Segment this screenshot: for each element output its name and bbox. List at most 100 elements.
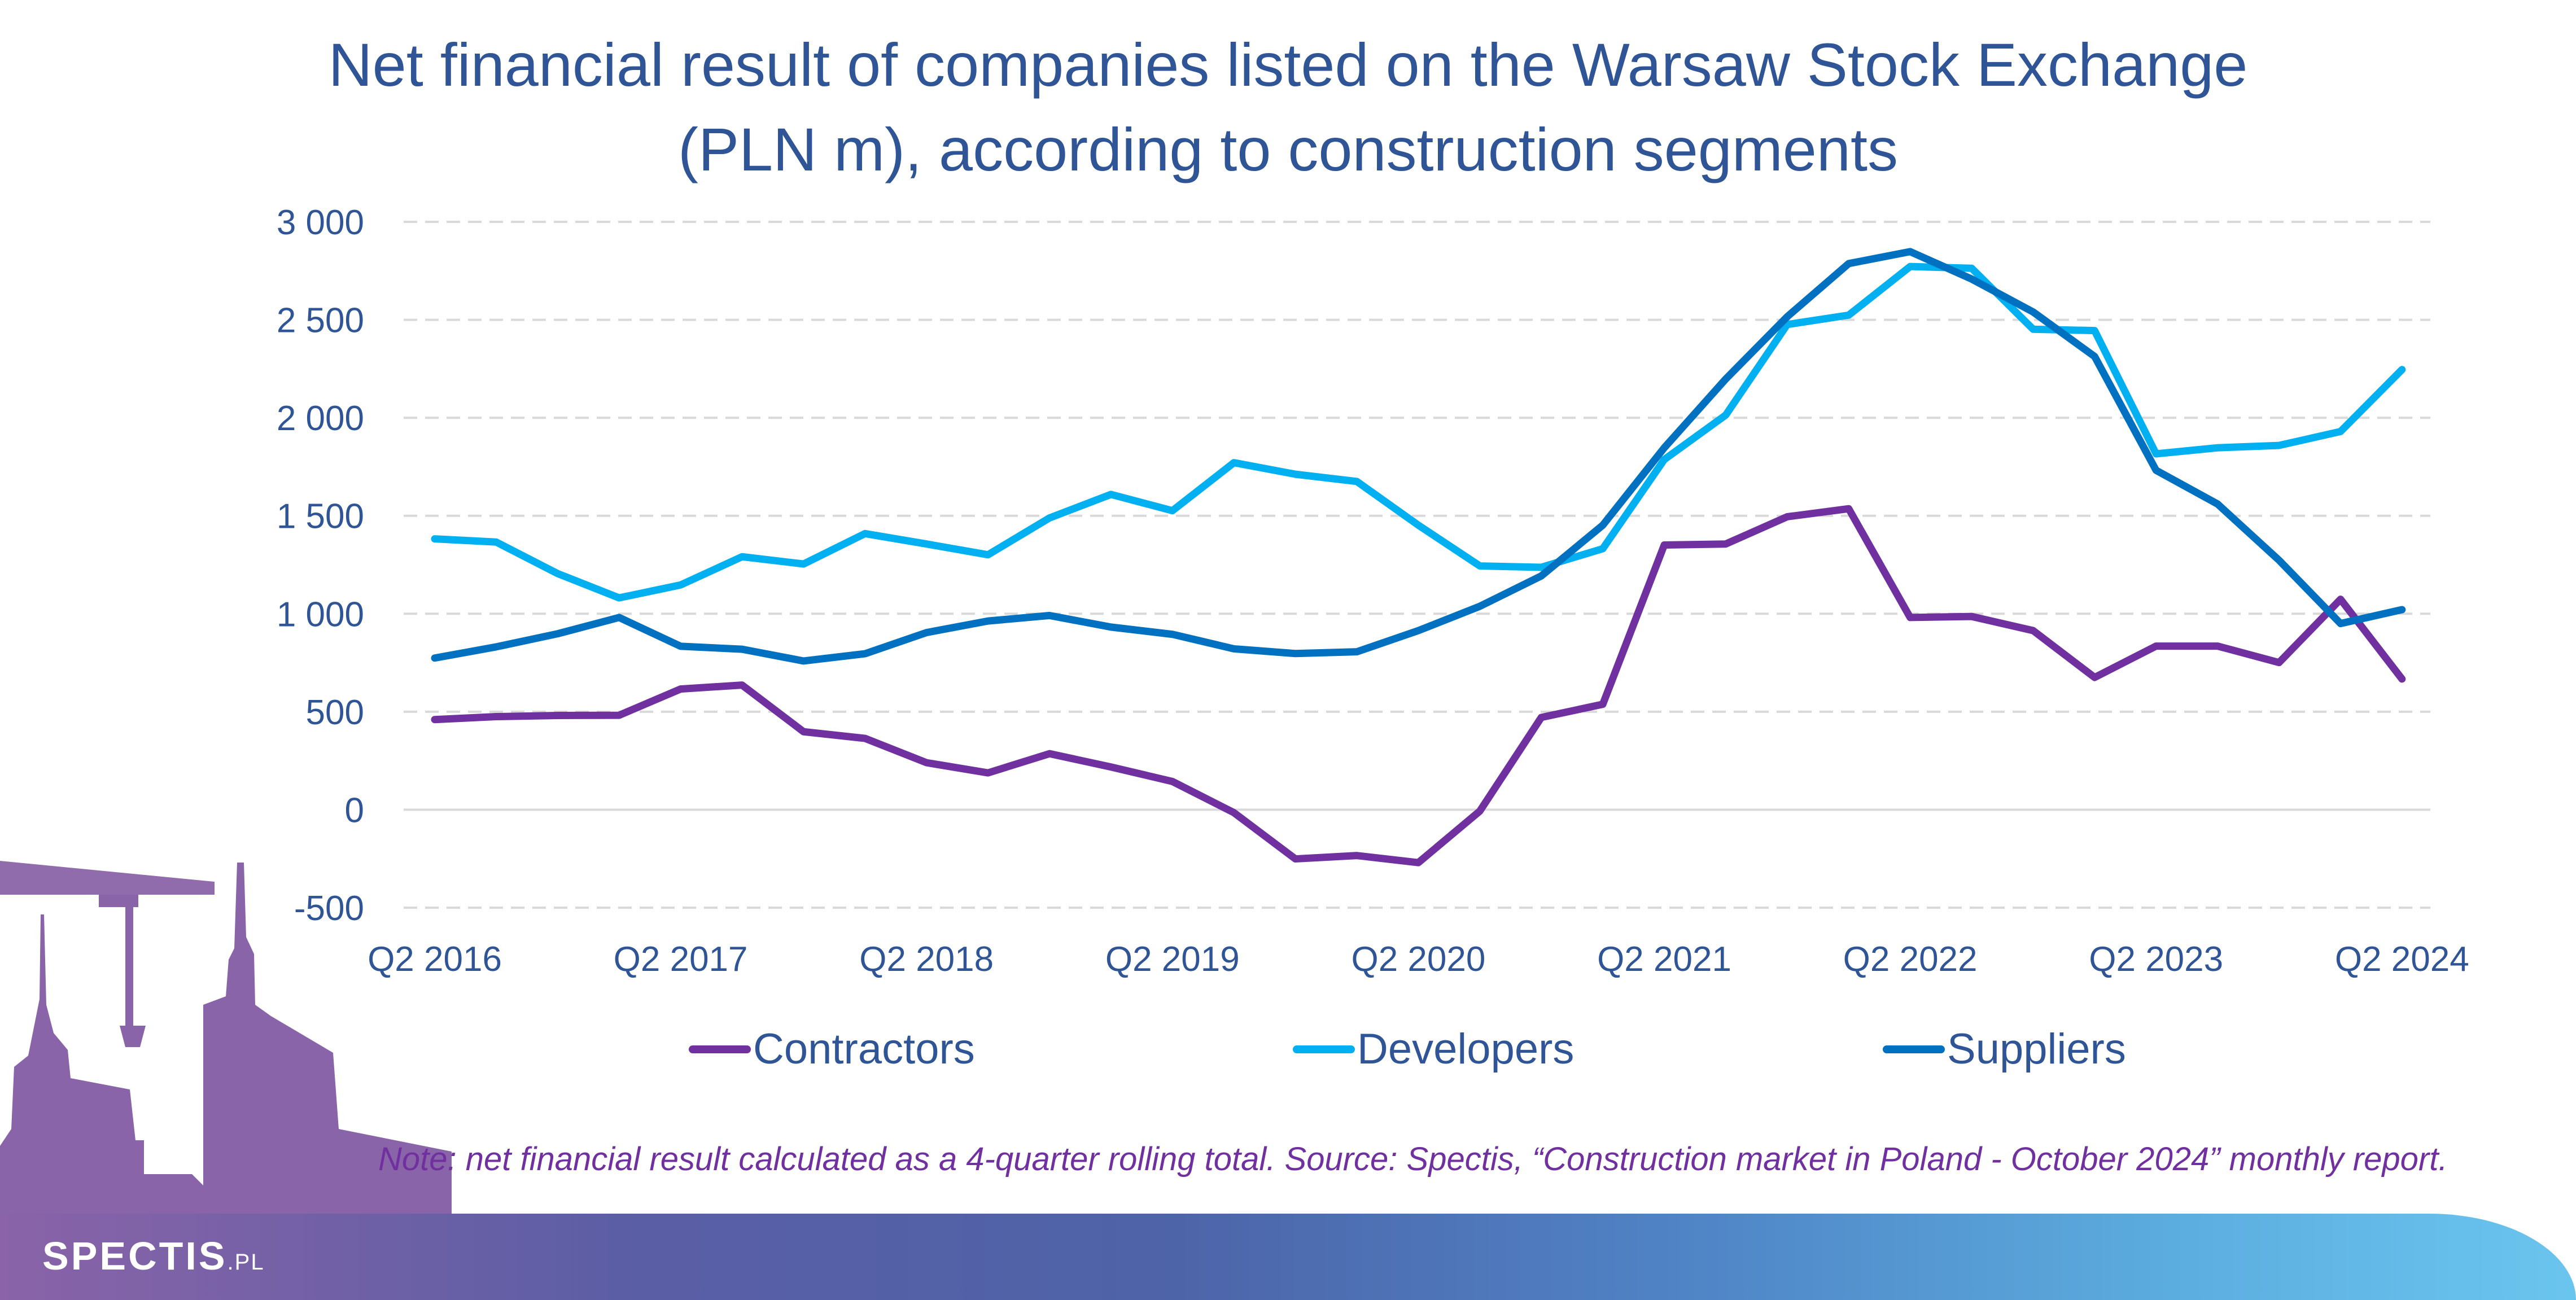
data-point-developers xyxy=(1417,524,1420,527)
data-point-contractors xyxy=(2155,645,2158,647)
data-point-suppliers xyxy=(1724,378,1727,380)
data-point-contractors xyxy=(1540,716,1543,719)
footer-gradient-band xyxy=(0,1214,2576,1300)
y-tick-label: -500 xyxy=(294,889,364,928)
legend-swatch-contractors xyxy=(689,1045,751,1053)
data-point-contractors xyxy=(802,730,805,733)
data-point-developers xyxy=(2155,453,2158,456)
y-tick-label: 0 xyxy=(345,791,364,830)
data-point-developers xyxy=(1847,314,1850,317)
data-point-developers xyxy=(987,553,990,556)
data-point-developers xyxy=(1724,414,1727,417)
legend-item-contractors[interactable]: Contractors xyxy=(689,1025,975,1074)
data-point-suppliers xyxy=(1909,250,1912,253)
data-point-suppliers xyxy=(1109,625,1112,628)
x-tick-label: Q2 2016 xyxy=(368,940,502,979)
legend-swatch-suppliers xyxy=(1883,1045,1945,1053)
data-point-developers xyxy=(2216,447,2219,449)
y-tick-label: 3 000 xyxy=(277,203,364,242)
data-point-developers xyxy=(741,555,744,558)
source-note: Note: net financial result calculated as… xyxy=(378,1141,2448,1178)
data-point-suppliers xyxy=(618,616,620,619)
legend-label-suppliers: Suppliers xyxy=(1947,1025,2126,1073)
legend-label-developers: Developers xyxy=(1357,1025,1575,1073)
x-tick-label: Q2 2019 xyxy=(1105,940,1240,979)
data-point-developers xyxy=(1786,323,1788,326)
data-point-contractors xyxy=(1048,752,1051,755)
data-point-contractors xyxy=(1355,854,1358,857)
y-axis: -500 0 500 1 000 1 500 2 000 2 500 3 000 xyxy=(277,203,364,928)
data-point-contractors xyxy=(1602,703,1604,706)
data-point-suppliers xyxy=(2400,608,2403,611)
data-point-suppliers xyxy=(987,620,990,623)
y-tick-label: 2 500 xyxy=(277,301,364,340)
data-point-contractors xyxy=(679,688,682,690)
series-lines xyxy=(431,248,2406,866)
data-point-suppliers xyxy=(2339,622,2342,625)
y-tick-label: 500 xyxy=(306,693,364,732)
series-line-developers xyxy=(431,262,2406,602)
data-point-developers xyxy=(864,532,867,535)
data-point-contractors xyxy=(925,761,928,764)
data-point-developers xyxy=(1909,265,1912,268)
data-point-developers xyxy=(679,584,682,586)
data-point-developers xyxy=(1602,548,1604,550)
data-point-suppliers xyxy=(1048,614,1051,617)
legend-item-developers[interactable]: Developers xyxy=(1293,1025,1574,1074)
y-tick-label: 1 500 xyxy=(277,497,364,536)
data-point-developers xyxy=(1663,458,1665,461)
crane-cable-icon xyxy=(125,907,133,1026)
data-point-developers xyxy=(2339,430,2342,433)
data-point-contractors xyxy=(741,684,744,686)
spectis-logo: SPECTIS.PL xyxy=(42,1233,265,1279)
data-point-contractors xyxy=(1724,542,1727,545)
series-line-suppliers xyxy=(431,248,2406,665)
building-tower-right-icon xyxy=(0,863,452,1231)
data-point-developers xyxy=(802,563,805,566)
data-point-developers xyxy=(495,541,497,544)
x-axis: Q2 2016 Q2 2017 Q2 2018 Q2 2019 Q2 2020 Q2 20… xyxy=(368,940,2469,979)
x-tick-label: Q2 2022 xyxy=(1843,940,1978,979)
chart-title: Net financial result of companies listed… xyxy=(0,23,2576,192)
data-point-suppliers xyxy=(556,632,559,635)
data-point-suppliers xyxy=(2093,355,2096,358)
data-point-developers xyxy=(1109,493,1112,496)
data-point-developers xyxy=(1048,517,1051,519)
data-point-contractors xyxy=(2278,661,2280,664)
skyline-illustration xyxy=(0,861,452,1231)
data-point-suppliers xyxy=(1355,650,1358,653)
data-point-suppliers xyxy=(1232,647,1235,650)
chart-title-line-2: (PLN m), according to construction segme… xyxy=(678,115,1898,183)
data-point-contractors xyxy=(1417,861,1420,864)
data-point-suppliers xyxy=(2278,559,2280,562)
data-point-contractors xyxy=(1294,857,1297,860)
x-tick-label: Q2 2017 xyxy=(614,940,748,979)
data-point-suppliers xyxy=(434,656,436,659)
data-point-contractors xyxy=(2400,677,2403,680)
data-point-contractors xyxy=(1663,544,1665,546)
legend-item-suppliers[interactable]: Suppliers xyxy=(1883,1025,2126,1074)
data-point-suppliers xyxy=(925,631,928,634)
data-point-suppliers xyxy=(495,645,497,648)
data-point-suppliers xyxy=(1786,316,1788,318)
data-point-contractors xyxy=(1232,811,1235,814)
data-point-contractors xyxy=(1786,515,1788,518)
data-point-suppliers xyxy=(2032,310,2035,313)
data-point-contractors xyxy=(556,714,559,717)
data-point-developers xyxy=(2032,328,2035,331)
data-point-suppliers xyxy=(2216,502,2219,505)
data-point-developers xyxy=(1232,461,1235,464)
data-point-contractors xyxy=(434,718,436,721)
data-point-contractors xyxy=(2216,645,2219,647)
data-point-developers xyxy=(556,572,559,575)
data-point-suppliers xyxy=(1663,447,1665,449)
data-point-suppliers xyxy=(1540,575,1543,577)
crane-counterweight-icon xyxy=(99,895,138,907)
data-point-suppliers xyxy=(1602,524,1604,527)
data-point-suppliers xyxy=(802,659,805,662)
logo-name: SPECTIS xyxy=(42,1234,228,1278)
data-point-suppliers xyxy=(741,648,744,651)
line-chart: -500 0 500 1 000 1 500 2 000 2 500 3 000 Q2 201… xyxy=(277,203,2469,979)
legend-label-contractors: Contractors xyxy=(753,1025,975,1073)
x-tick-label: Q2 2020 xyxy=(1351,940,1485,979)
